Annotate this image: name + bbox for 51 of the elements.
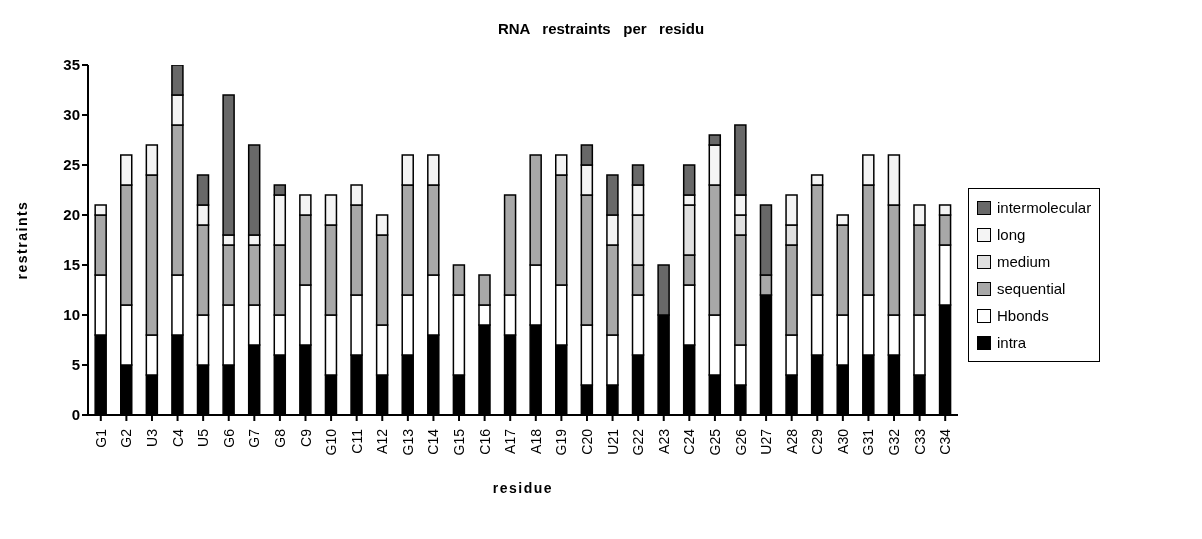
x-tick-label: G8 (271, 428, 288, 448)
x-tick-label: U21 (604, 428, 621, 455)
x-tick-label: G26 (732, 428, 749, 456)
x-tick-label: G7 (246, 428, 263, 448)
x-tick-label: C24 (681, 428, 698, 455)
x-tick-label: A28 (783, 428, 800, 454)
y-tick-label: 15 (63, 256, 80, 274)
legend-label: intra (997, 334, 1027, 351)
x-tick-label: G19 (553, 428, 570, 456)
legend-label: long (997, 226, 1026, 243)
x-tick-label: G22 (630, 428, 647, 456)
y-tick-label: 5 (71, 356, 80, 374)
x-tick-label: G32 (886, 428, 903, 456)
x-tick-label: C16 (476, 428, 493, 455)
x-tick-label: U3 (143, 428, 160, 447)
x-tick-label: A12 (374, 428, 391, 454)
x-tick-label: G31 (860, 428, 877, 456)
x-tick-label: C20 (578, 428, 595, 455)
x-tick-label: G6 (220, 428, 237, 448)
x-tick-label: G15 (451, 428, 468, 456)
x-tick-label: G1 (92, 428, 109, 448)
x-axis-title: residue (492, 480, 554, 496)
y-tick-label: 10 (63, 306, 80, 324)
x-tick-label: G10 (323, 428, 340, 456)
y-axis-title: restraints (13, 200, 30, 280)
legend-label: sequential (997, 280, 1066, 297)
x-tick-label: C33 (911, 428, 928, 455)
x-tick-label: A17 (502, 428, 519, 454)
x-tick-label: U5 (195, 428, 212, 447)
x-tick-label: C29 (809, 428, 826, 455)
x-tick-label: C34 (937, 428, 954, 455)
y-tick-label: 25 (63, 156, 80, 174)
x-tick-label: G25 (706, 428, 723, 456)
x-tick-label: A18 (527, 428, 544, 454)
x-tick-label: C14 (425, 428, 442, 455)
legend-label: medium (997, 253, 1051, 270)
y-tick-label: 30 (63, 106, 80, 124)
x-tick-label: G13 (399, 428, 416, 456)
legend-label: Hbonds (997, 307, 1049, 324)
y-tick-label: 0 (71, 406, 80, 424)
x-tick-label: C9 (297, 428, 314, 447)
legend-label: intermolecular (997, 199, 1092, 216)
y-tick-label: 35 (63, 56, 80, 74)
x-tick-label: C4 (169, 428, 186, 447)
x-tick-label: A30 (834, 428, 851, 454)
x-tick-label: C11 (348, 428, 365, 454)
x-tick-label: G2 (118, 428, 135, 448)
x-tick-label: A23 (655, 428, 672, 454)
chart-title: RNA restraints per residu (496, 20, 706, 37)
x-tick-label: U27 (758, 428, 775, 455)
y-tick-label: 20 (63, 206, 80, 224)
